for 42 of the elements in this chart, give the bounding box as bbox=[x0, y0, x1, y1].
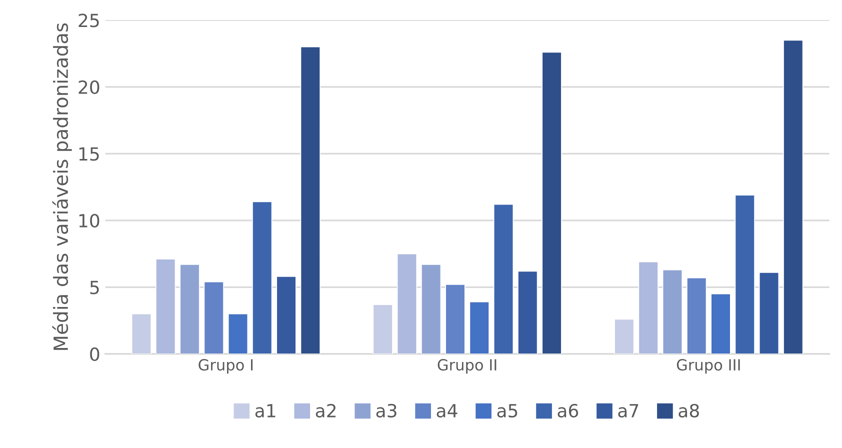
bar bbox=[300, 46, 320, 354]
bar bbox=[156, 258, 176, 354]
bar bbox=[180, 264, 200, 354]
bar bbox=[638, 261, 658, 354]
y-tick-label: 20 bbox=[78, 80, 100, 94]
bar bbox=[445, 284, 466, 354]
legend-label: a4 bbox=[436, 404, 458, 418]
bar bbox=[686, 277, 707, 354]
legend-label: a7 bbox=[618, 404, 638, 418]
bar bbox=[204, 281, 224, 354]
bar bbox=[372, 304, 393, 354]
legend-label: a6 bbox=[558, 404, 578, 418]
y-axis-title: Média das variáveis padronizadas bbox=[52, 23, 72, 350]
bar bbox=[518, 270, 538, 354]
legend-label: a1 bbox=[255, 404, 276, 418]
bar bbox=[421, 264, 442, 354]
bar bbox=[734, 194, 755, 354]
legend-label: a2 bbox=[316, 404, 336, 418]
bar bbox=[493, 204, 514, 354]
x-tick-label: Grupo I bbox=[198, 359, 253, 374]
x-tick-label: Grupo III bbox=[676, 359, 740, 374]
y-tick-label: 25 bbox=[78, 14, 99, 28]
x-tick-label: Grupo II bbox=[438, 359, 496, 374]
bar bbox=[469, 301, 490, 354]
bar bbox=[614, 318, 634, 354]
bar bbox=[758, 272, 780, 354]
bar bbox=[542, 52, 562, 354]
bar bbox=[662, 269, 683, 354]
bar bbox=[783, 40, 804, 354]
bar bbox=[252, 201, 272, 354]
bar bbox=[396, 253, 418, 354]
y-tick-label: 10 bbox=[79, 214, 100, 228]
bar bbox=[131, 313, 152, 354]
bar bbox=[228, 313, 248, 354]
bar bbox=[276, 276, 296, 354]
legend-label: a8 bbox=[678, 404, 699, 418]
y-tick-label: 15 bbox=[79, 147, 99, 161]
y-tick-label: 5 bbox=[90, 280, 99, 294]
bar bbox=[710, 293, 731, 354]
legend-label: a5 bbox=[497, 404, 518, 418]
y-tick-label: 0 bbox=[90, 347, 100, 362]
legend-label: a3 bbox=[376, 404, 396, 418]
